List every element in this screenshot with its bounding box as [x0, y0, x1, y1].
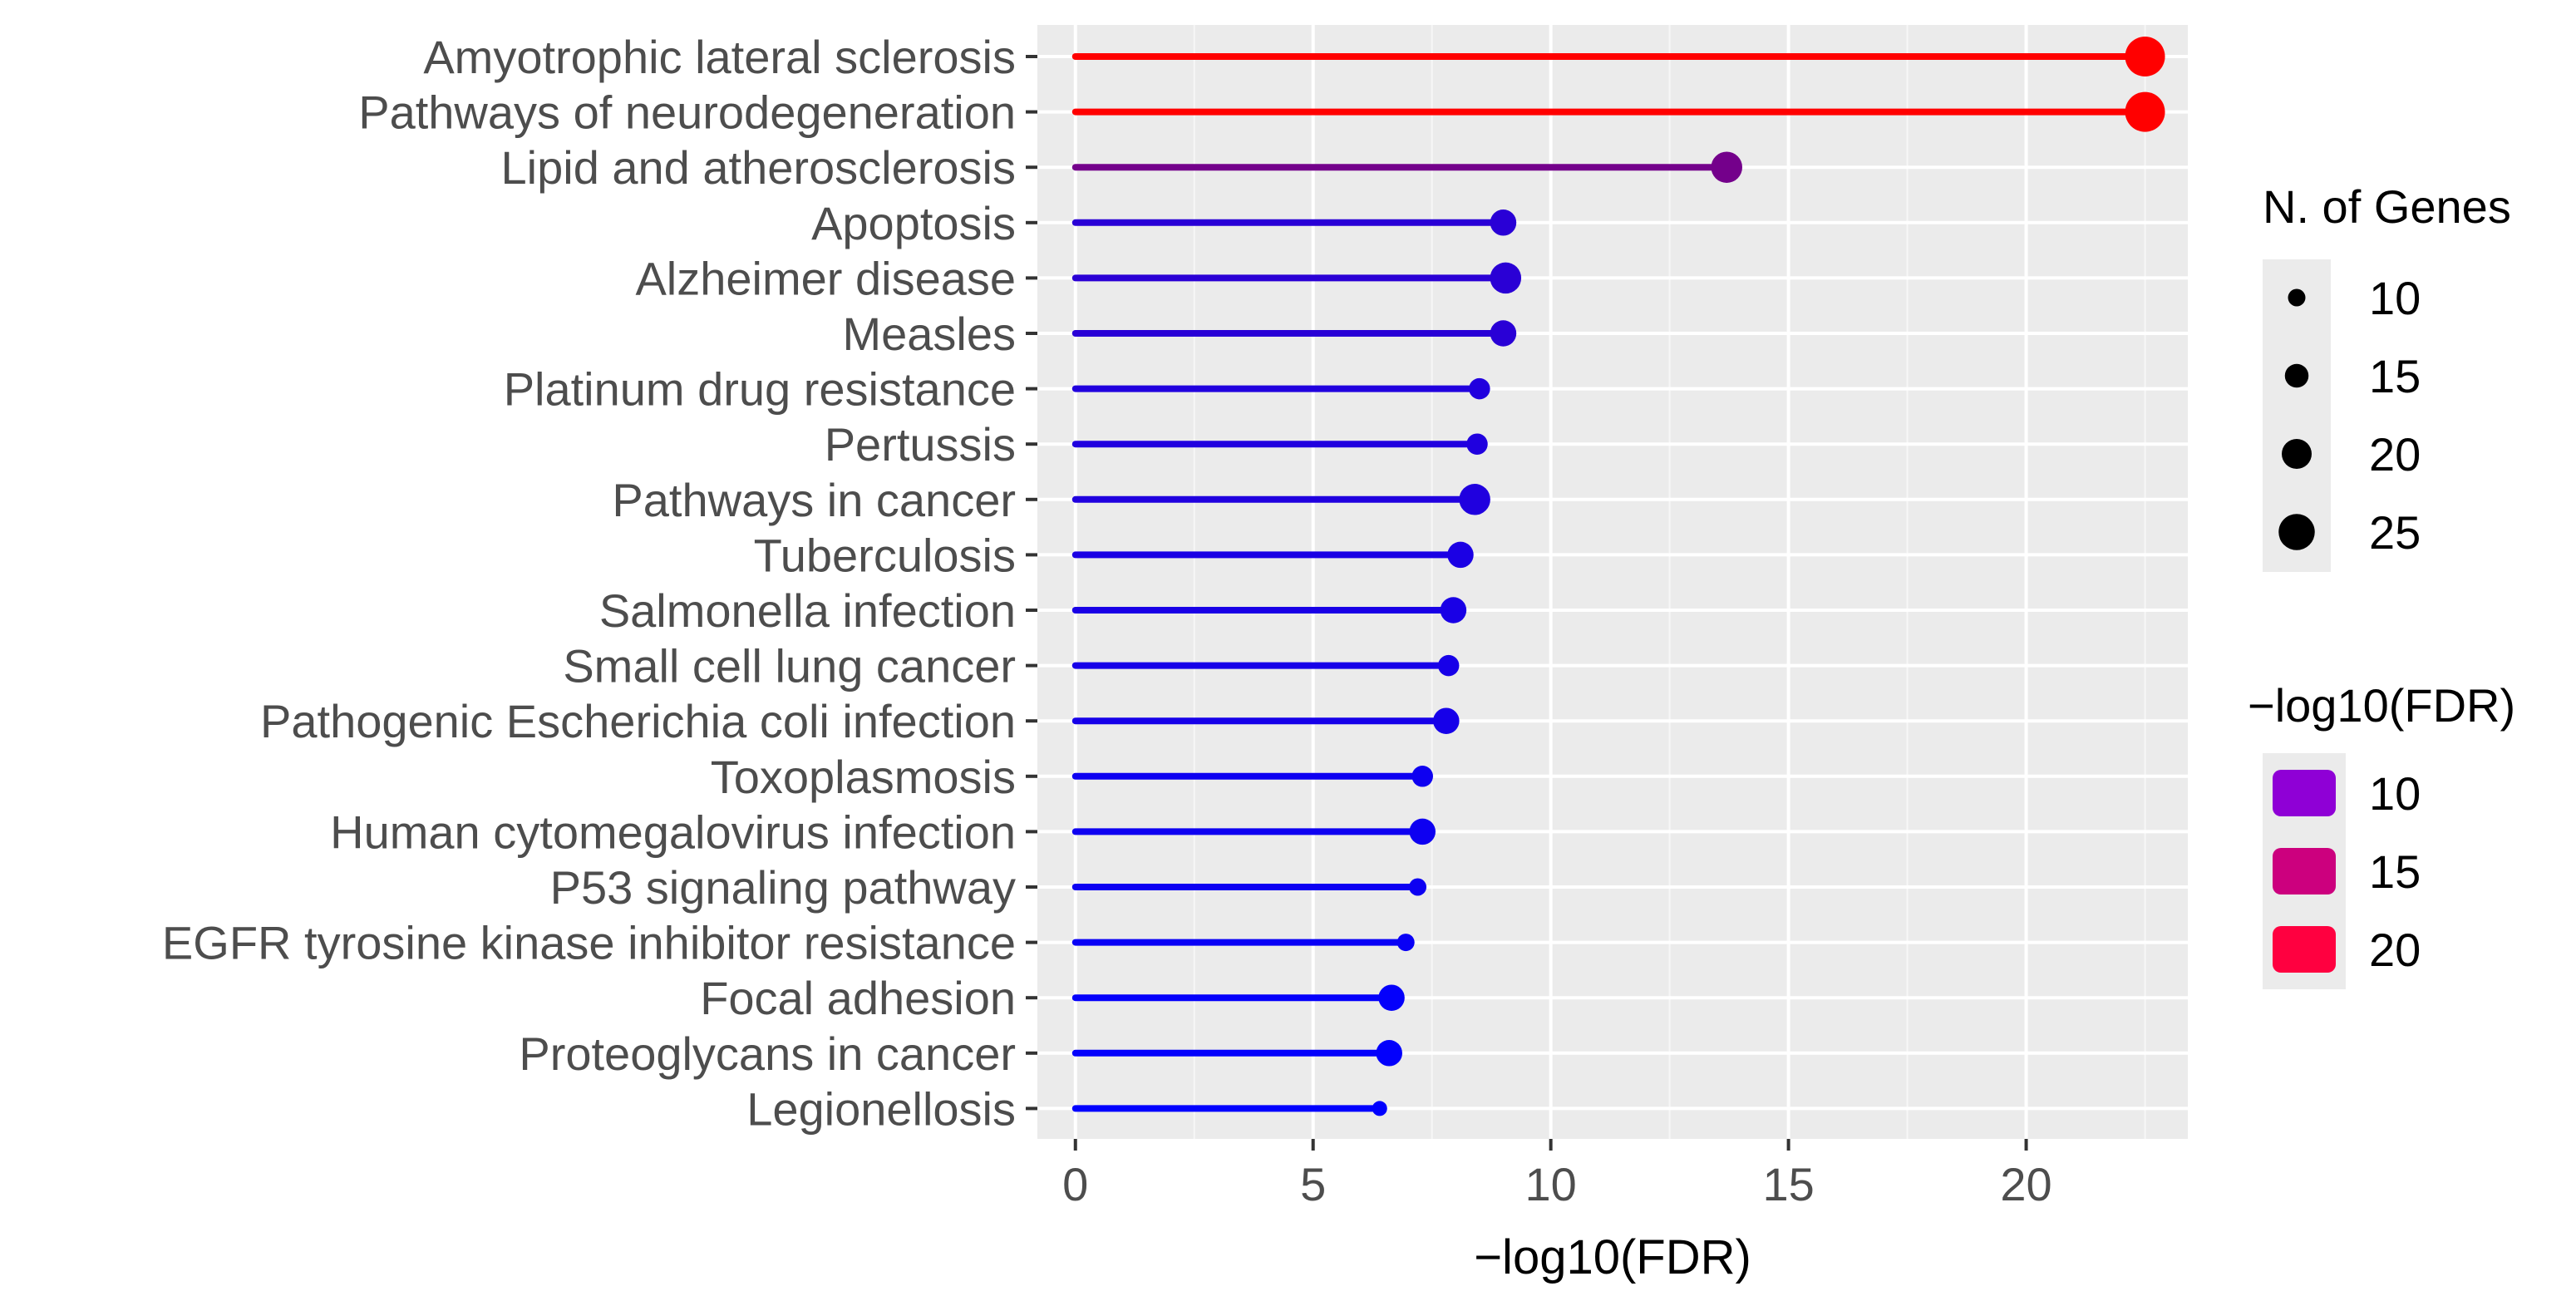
x-tick-label: 10	[1525, 1158, 1577, 1210]
color-legend-label: 15	[2369, 845, 2421, 898]
color-legend: −log10(FDR) 10 15 20	[2248, 679, 2515, 989]
category-label: Apoptosis	[811, 197, 1016, 249]
category-label: Small cell lung cancer	[563, 640, 1016, 692]
color-legend-title: −log10(FDR)	[2248, 679, 2515, 732]
color-legend-swatch	[2273, 770, 2336, 816]
category-label: EGFR tyrosine kinase inhibitor resistanc…	[162, 917, 1016, 969]
lollipop-dots	[1372, 37, 2165, 1116]
lollipop-dot	[1459, 484, 1490, 515]
category-label: Pertussis	[825, 418, 1016, 471]
size-legend-dot	[2284, 363, 2309, 388]
lollipop-dot	[1409, 818, 1436, 845]
category-label: Measles	[842, 308, 1016, 360]
lollipop-dot	[1372, 1101, 1387, 1116]
category-label: Toxoplasmosis	[711, 751, 1016, 803]
panel-background	[1037, 25, 2188, 1139]
category-label: P53 signaling pathway	[550, 861, 1016, 914]
lollipop-dot	[2125, 91, 2165, 132]
category-label: Pathogenic Escherichia coli infection	[260, 695, 1016, 747]
category-label: Lipid and atherosclerosis	[501, 141, 1016, 194]
size-legend: N. of Genes 10 15 20 25	[2263, 180, 2511, 572]
lollipop-dot	[1396, 934, 1415, 952]
lollipop-stems	[1071, 53, 2149, 1112]
lollipop-dot	[1440, 597, 1467, 623]
color-legend-label: 20	[2369, 924, 2421, 976]
size-legend-label: 10	[2369, 272, 2421, 324]
color-legend-swatch	[2273, 848, 2336, 894]
size-legend-label: 20	[2369, 428, 2421, 481]
lollipop-dot	[1490, 209, 1517, 236]
size-legend-label: 15	[2369, 350, 2421, 402]
x-tick-label: 0	[1062, 1158, 1088, 1210]
lollipop-dot	[1466, 433, 1488, 455]
category-label: Alzheimer disease	[635, 252, 1016, 304]
lollipop-dot	[1447, 541, 1474, 569]
x-axis: 0 5 10 15 20	[1062, 1139, 2052, 1210]
lollipop-dot	[2125, 37, 2165, 76]
x-tick-label: 5	[1300, 1158, 1326, 1210]
lollipop-dot	[1437, 654, 1460, 677]
category-label: Legionellosis	[746, 1082, 1016, 1135]
category-label: Amyotrophic lateral sclerosis	[423, 31, 1016, 83]
x-tick-label: 20	[2000, 1158, 2051, 1210]
lollipop-dot	[1490, 320, 1517, 347]
x-axis-title: −log10(FDR)	[1474, 1230, 1751, 1284]
lollipop-dot	[1433, 707, 1460, 734]
size-legend-dot	[2288, 288, 2306, 307]
category-label: Human cytomegalovirus infection	[330, 806, 1016, 858]
color-legend-label: 10	[2369, 767, 2421, 820]
x-tick-label: 15	[1762, 1158, 1814, 1210]
size-legend-dot	[2282, 439, 2312, 469]
lollipop-dot	[1411, 766, 1433, 787]
category-label: Salmonella infection	[599, 584, 1016, 637]
category-label: Proteoglycans in cancer	[519, 1028, 1016, 1080]
lollipop-dot	[1490, 262, 1522, 294]
size-legend-dot	[2278, 514, 2315, 550]
category-label: Tuberculosis	[754, 529, 1016, 581]
category-label: Platinum drug resistance	[504, 363, 1016, 416]
color-legend-swatch	[2273, 926, 2336, 973]
size-legend-title: N. of Genes	[2263, 180, 2511, 233]
lollipop-dot	[1711, 151, 1743, 183]
lollipop-dot	[1409, 878, 1427, 896]
lollipop-dot	[1378, 984, 1405, 1011]
category-label: Pathways in cancer	[612, 474, 1016, 526]
lollipop-dot	[1376, 1040, 1402, 1067]
category-label: Focal adhesion	[700, 972, 1016, 1024]
lollipop-dot	[1469, 377, 1490, 400]
size-legend-label: 25	[2369, 506, 2421, 559]
category-label: Pathways of neurodegeneration	[358, 86, 1016, 139]
